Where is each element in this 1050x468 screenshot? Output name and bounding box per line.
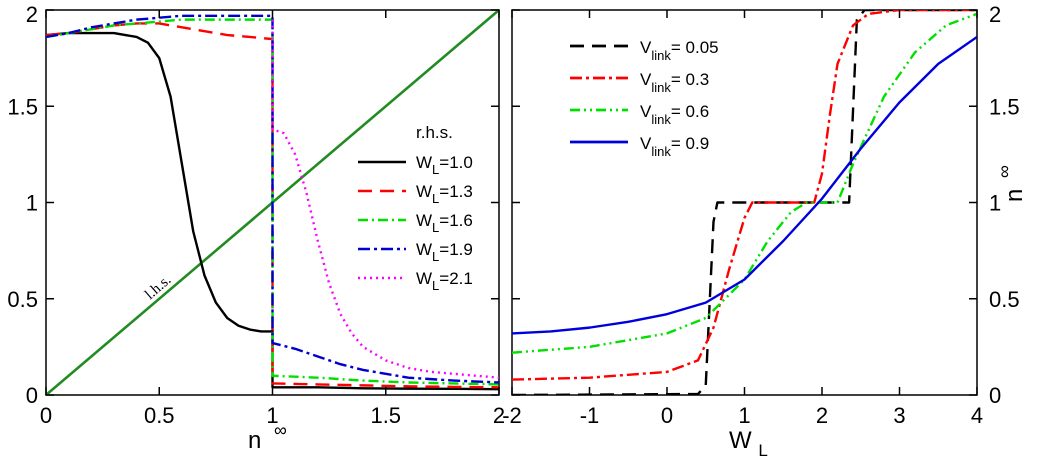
right-series-link-0-05 bbox=[512, 10, 977, 395]
left-y-tick-label: 2 bbox=[26, 2, 38, 27]
right-y-tick-label: 2 bbox=[989, 2, 1001, 27]
right-series-link-0-3 bbox=[512, 10, 977, 381]
left-series-group bbox=[46, 10, 499, 395]
legend-label-vlink-2: Vlink= 0.6 bbox=[640, 102, 709, 127]
legend-label-vlink-0: Vlink= 0.05 bbox=[640, 38, 719, 63]
right-x-tick-label: 2 bbox=[816, 403, 828, 428]
legend-label-l-1-6: WL=1.6 bbox=[416, 211, 473, 235]
legend-label-l-1-0: WL=1.0 bbox=[416, 153, 473, 177]
left-series-l-1-9 bbox=[46, 14, 499, 384]
left-ticks: 0 0.5 1 1.5 2 0 0.5 1 1.5 2 bbox=[7, 2, 505, 428]
left-x-tick-label: 1 bbox=[266, 403, 278, 428]
right-y-tick-label: 0.5 bbox=[989, 287, 1020, 312]
left-y-tick-label: 0 bbox=[26, 383, 38, 408]
right-x-tick-label: 0 bbox=[661, 403, 673, 428]
right-x-tick-label: 3 bbox=[893, 403, 905, 428]
right-y-tick-label: 1 bbox=[989, 191, 1001, 216]
right-x-tick-label: -1 bbox=[580, 403, 600, 428]
left-y-tick-label: 0.5 bbox=[7, 287, 38, 312]
right-series-link-0-9 bbox=[512, 35, 977, 335]
left-panel: 0 0.5 1 1.5 2 0 0.5 1 1.5 2 r.h.s. WL=1.0 WL=1.3 WL… bbox=[7, 2, 505, 454]
right-y-tick-label: 0 bbox=[989, 383, 1001, 408]
right-x-tick-label: -2 bbox=[502, 403, 522, 428]
left-y-tick-label: 1 bbox=[26, 191, 38, 216]
left-x-tick-label: 0.5 bbox=[144, 403, 175, 428]
left-series-l-1-0 bbox=[46, 31, 499, 391]
left-legend: r.h.s. WL=1.0 WL=1.3 WL=1.6 WL=1.9 WL=2.1 bbox=[358, 123, 473, 293]
legend-label-l-1-9: WL=1.9 bbox=[416, 240, 473, 264]
left-y-tick-label: 1.5 bbox=[7, 94, 38, 119]
legend-label-l-1-3: WL=1.3 bbox=[416, 182, 473, 206]
right-x-tick-label: 4 bbox=[971, 403, 983, 428]
right-series-link-0-6 bbox=[512, 12, 977, 354]
legend-label-vlink-3: Vlink= 0.9 bbox=[640, 134, 709, 159]
left-series-l-2-1 bbox=[271, 19, 499, 379]
right-x-tick-label: 1 bbox=[738, 403, 750, 428]
right-ticks: -2 -1 0 1 2 3 400.511.52 bbox=[502, 2, 1019, 428]
left-x-tick-label: 2 bbox=[493, 403, 505, 428]
left-x-axis-label: n ∞ bbox=[248, 420, 287, 454]
left-series-l-1-3 bbox=[46, 22, 499, 389]
legend-label-l-2-1: WL=2.1 bbox=[416, 269, 473, 293]
right-y-axis-label: n ∞ bbox=[994, 165, 1028, 202]
right-x-axis-label: W L bbox=[729, 427, 768, 460]
right-legend: Vlink= 0.05 Vlink= 0.3 Vlink= 0.6 Vlink= 0.… bbox=[570, 38, 719, 159]
left-x-tick-label: 0 bbox=[40, 403, 52, 428]
legend-label-vlink-1: Vlink= 0.3 bbox=[640, 70, 709, 95]
right-series-group bbox=[512, 10, 977, 395]
left-series-l-1-6 bbox=[46, 18, 499, 386]
legend-title: r.h.s. bbox=[416, 123, 453, 142]
left-x-tick-label: 1.5 bbox=[370, 403, 401, 428]
right-y-tick-label: 1.5 bbox=[989, 94, 1020, 119]
